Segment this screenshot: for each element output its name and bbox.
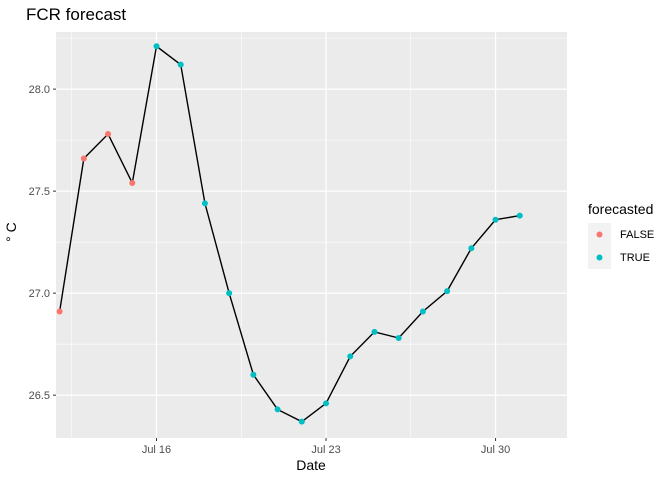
point-forecasted-true (250, 371, 257, 378)
point-forecasted-true (371, 328, 378, 335)
legend-dot-true (596, 254, 603, 261)
series-line (58, 45, 520, 423)
point-forecasted-true (274, 406, 281, 413)
legend-label-true: TRUE (620, 252, 650, 264)
plot-panel (56, 32, 567, 438)
legend-label-false: FALSE (620, 229, 654, 241)
y-tick-label: 26.5 (29, 390, 50, 402)
x-axis: Jul 16 Jul 23 Jul 30 (142, 438, 510, 456)
point-forecasted-true (516, 212, 523, 219)
point-forecasted-true (419, 308, 426, 315)
x-axis-title: Date (296, 457, 326, 473)
x-tick-label: Jul 30 (481, 444, 510, 456)
y-axis-title: ° C (3, 222, 19, 242)
x-tick-label: Jul 23 (311, 444, 340, 456)
legend: forecasted FALSE TRUE (588, 201, 654, 269)
series-points-group (56, 43, 523, 425)
point-forecasted-false (80, 155, 87, 162)
point-forecasted-true (201, 200, 208, 207)
y-axis: 26.5 27.0 27.5 28.0 (29, 84, 56, 402)
point-forecasted-true (298, 418, 305, 425)
legend-title: forecasted (588, 201, 653, 217)
point-forecasted-true (395, 335, 402, 342)
y-tick-label: 28.0 (29, 84, 50, 96)
y-tick-label: 27.5 (29, 186, 50, 198)
chart-title: FCR forecast (26, 5, 126, 24)
point-forecasted-true (347, 353, 354, 360)
point-forecasted-true (323, 400, 330, 407)
series-line-group (58, 45, 520, 423)
point-forecasted-false (129, 179, 136, 186)
point-forecasted-true (153, 43, 160, 50)
point-forecasted-true (444, 288, 451, 295)
point-forecasted-false (56, 308, 63, 315)
grid-major (56, 32, 567, 438)
point-forecasted-true (177, 61, 184, 68)
y-tick-label: 27.0 (29, 288, 50, 300)
point-forecasted-true (226, 290, 233, 297)
legend-dot-false (596, 231, 603, 238)
point-forecasted-false (105, 131, 112, 138)
point-forecasted-true (468, 245, 475, 252)
point-forecasted-true (492, 216, 499, 223)
x-tick-label: Jul 16 (142, 444, 171, 456)
